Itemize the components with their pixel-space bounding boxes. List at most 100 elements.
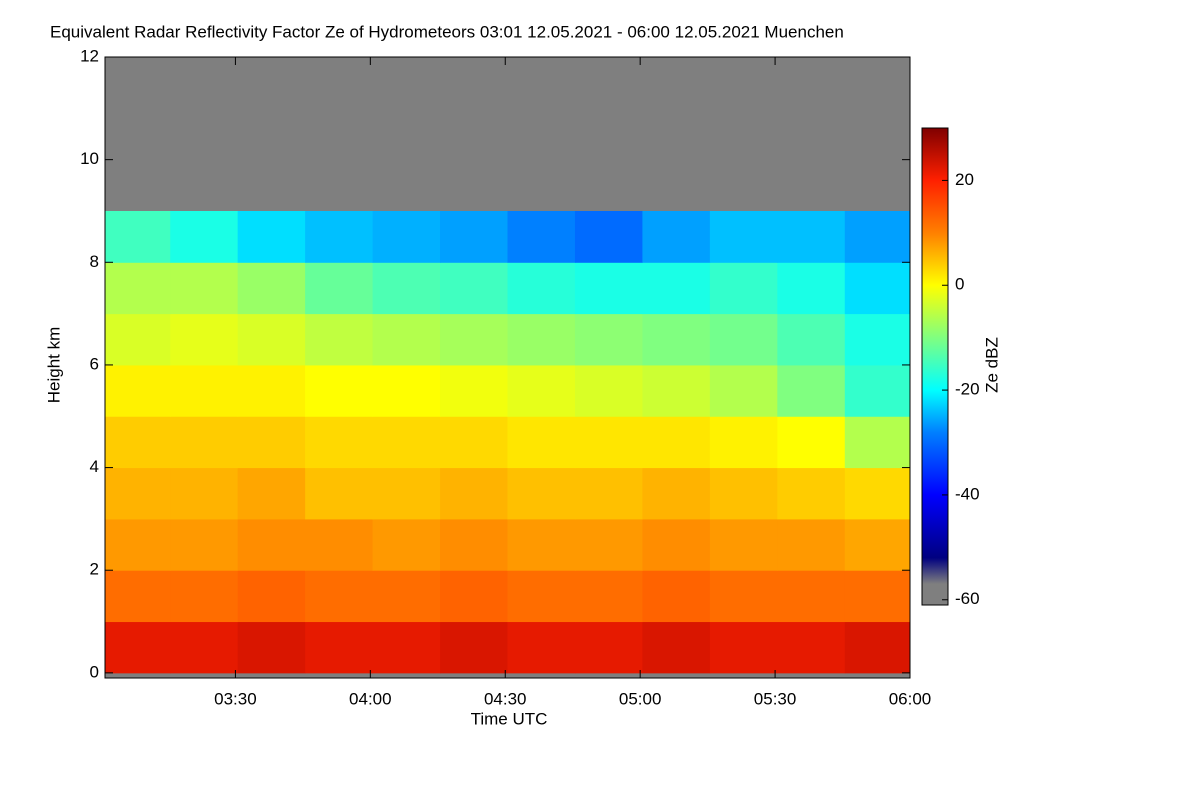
colorbar-tick-label: 0 [955,275,964,294]
y-tick-label: 6 [90,354,99,373]
heatmap-cell [844,364,910,417]
heatmap-cell [372,262,441,315]
y-axis-label: Height km [44,327,63,404]
heatmap-cell [372,210,441,263]
heatmap-cell [844,518,910,571]
heatmap-cell [170,210,239,263]
heatmap-cell [105,262,171,315]
heatmap-cell [844,467,910,520]
heatmap-cell [642,262,711,315]
heatmap-cell [440,262,508,315]
heatmap-cell [237,262,306,315]
heatmap-cell [105,621,171,674]
heatmap-cell [105,313,171,366]
cells [105,210,910,674]
heatmap-cell [305,262,374,315]
heatmap-cell [507,364,576,417]
heatmap-cell [642,570,711,623]
heatmap-cell [105,467,171,520]
heatmap-cell [372,313,441,366]
heatmap-cell [237,210,306,263]
heatmap-cell [170,262,239,315]
heatmap-cell [305,313,374,366]
heatmap-cell [709,210,778,263]
heatmap-cell [507,416,576,469]
heatmap-cell [777,467,846,520]
heatmap-cell [642,313,711,366]
heatmap-cell [305,416,374,469]
heatmap-cell [777,518,846,571]
heatmap-cell [574,518,643,571]
heatmap-cell [305,518,374,571]
colorbar-label: Ze dBZ [982,337,1001,393]
heatmap-cell [170,570,239,623]
heatmap-cell [105,570,171,623]
heatmap-cell [372,416,441,469]
heatmap-cell [642,416,711,469]
heatmap-cell [440,621,508,674]
colorbar-tick-label: -40 [955,484,980,503]
x-tick-label: 03:30 [214,689,257,708]
heatmap-cell [709,262,778,315]
heatmap-cell [507,518,576,571]
heatmap-cell [709,313,778,366]
heatmap-cell [777,210,846,263]
heatmap-cell [507,262,576,315]
heatmap-cell [574,313,643,366]
heatmap-cell [440,570,508,623]
heatmap-cell [105,416,171,469]
heatmap-cell [507,467,576,520]
heatmap-cell [777,570,846,623]
heatmap-cell [642,210,711,263]
heatmap-cell [507,210,576,263]
heatmap-cell [777,313,846,366]
x-tick-label: 05:30 [754,689,797,708]
y-tick-label: 4 [90,457,99,476]
heatmap-cell [105,364,171,417]
heatmap-cell [642,518,711,571]
heatmap-cell [777,262,846,315]
x-tick-label: 04:00 [349,689,392,708]
heatmap-cell [105,210,171,263]
heatmap-cell [574,210,643,263]
heatmap-cell [237,416,306,469]
heatmap-cell [305,467,374,520]
heatmap-cell [372,364,441,417]
heatmap-cell [642,467,711,520]
heatmap-cell [709,364,778,417]
heatmap-cell [844,262,910,315]
colorbar-tick-label: -60 [955,589,980,608]
heatmap-cell [440,313,508,366]
heatmap-cell [237,313,306,366]
heatmap-cell [440,416,508,469]
heatmap-cell [709,518,778,571]
y-tick-label: 0 [90,662,99,681]
y-tick-label: 10 [80,149,99,168]
heatmap-cell [844,621,910,674]
heatmap-cell [777,416,846,469]
colorbar [921,127,949,606]
heatmap-cell [574,262,643,315]
heatmap-cell [507,621,576,674]
heatmap-cell [709,416,778,469]
heatmap-cell [507,313,576,366]
heatmap-cell [372,621,441,674]
colorbar-tick-label: 20 [955,170,974,189]
chart-title: Equivalent Radar Reflectivity Factor Ze … [50,22,844,41]
heatmap-cell [844,416,910,469]
y-tick-label: 12 [80,46,99,65]
heatmap-cell [440,364,508,417]
heatmap-cell [305,364,374,417]
heatmap-cell [237,518,306,571]
heatmap-cell [777,364,846,417]
heatmap-cell [170,313,239,366]
y-tick-label: 8 [90,252,99,271]
heatmap-cell [844,210,910,263]
heatmap-cell [709,621,778,674]
heatmap-cell [305,621,374,674]
heatmap-cell [305,570,374,623]
heatmap-cell [372,570,441,623]
heatmap-cell [237,467,306,520]
x-tick-label: 06:00 [889,689,932,708]
